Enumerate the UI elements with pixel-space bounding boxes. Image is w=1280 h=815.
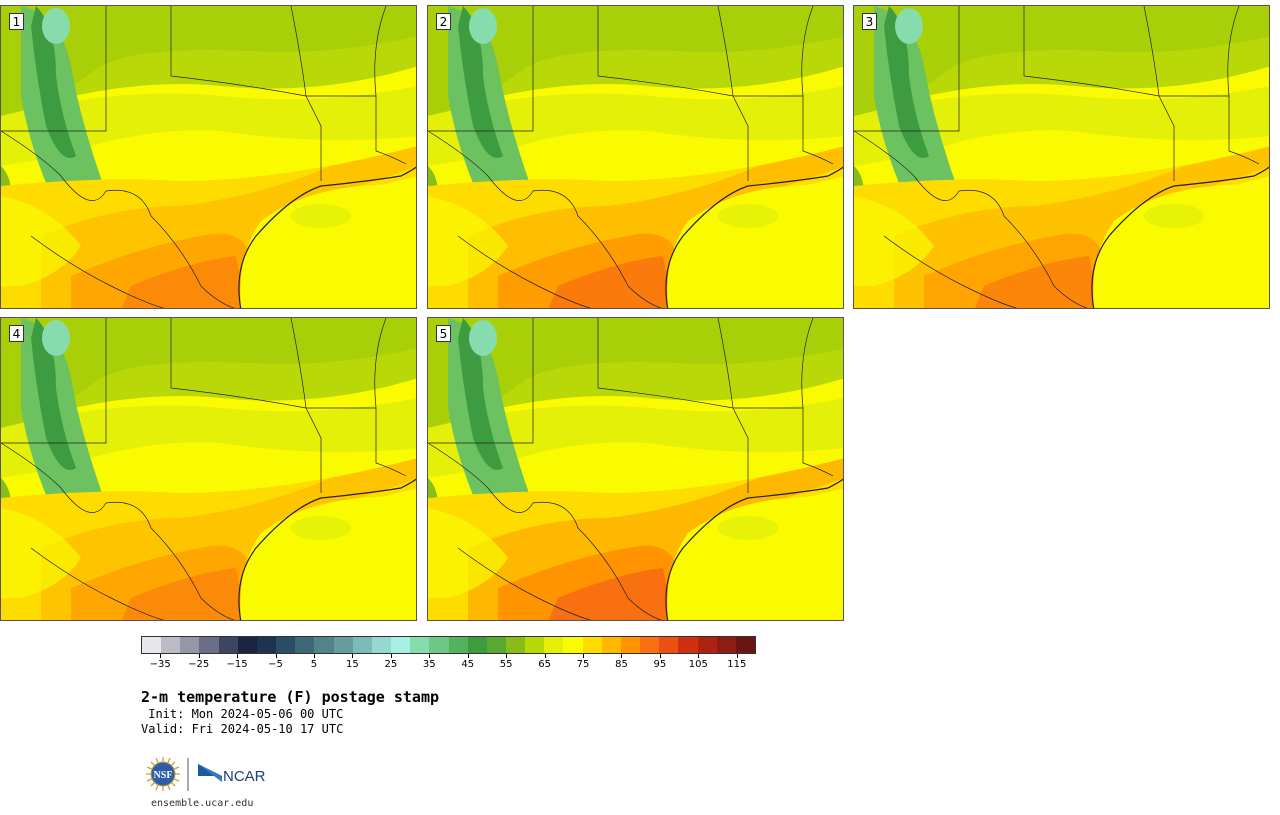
map-panel-1: 1 xyxy=(0,5,417,309)
colorbar-swatch xyxy=(237,637,257,653)
colorbar-tick-label: 85 xyxy=(615,659,628,670)
colorbar-tick xyxy=(198,654,200,658)
colorbar-tick xyxy=(736,654,738,658)
colorbar-tick xyxy=(659,654,661,658)
map-panel-3: 3 xyxy=(853,5,1270,309)
colorbar-tick-label: 105 xyxy=(688,659,708,670)
map-panel-5: 5 xyxy=(427,317,844,621)
chart-title: 2-m temperature (F) postage stamp xyxy=(141,688,440,706)
colorbar-swatch xyxy=(352,637,372,653)
colorbar-swatch xyxy=(486,637,506,653)
colorbar-swatch xyxy=(295,637,315,653)
colorbar-tick-label: 75 xyxy=(576,659,590,670)
colorbar-swatch xyxy=(218,637,238,653)
colorbar-swatch xyxy=(697,637,717,653)
colorbar-swatch xyxy=(429,637,449,653)
member-number: 1 xyxy=(9,13,24,30)
temperature-map xyxy=(428,318,843,620)
colorbar-tick xyxy=(698,654,700,658)
colorbar-swatch xyxy=(371,637,392,653)
website-url: ensemble.ucar.edu xyxy=(151,798,254,809)
colorbar-swatch xyxy=(716,637,736,653)
colorbar-swatch xyxy=(601,637,621,653)
member-number: 2 xyxy=(436,13,451,30)
colorbar-swatch xyxy=(620,637,641,653)
member-number: 5 xyxy=(436,325,451,342)
colorbar-tick-label: 115 xyxy=(727,659,747,670)
colorbar-tick xyxy=(352,654,354,658)
colorbar-swatch xyxy=(735,637,755,653)
colorbar-tick xyxy=(390,654,392,658)
colorbar-tick-label: −25 xyxy=(188,659,210,670)
colorbar-tick-label: 95 xyxy=(653,659,667,670)
colorbar-swatch xyxy=(256,637,277,653)
colorbar-tick xyxy=(583,654,585,658)
colorbar-tick-label: 5 xyxy=(310,659,318,670)
colorbar-swatch xyxy=(314,637,334,653)
member-number: 4 xyxy=(9,325,24,342)
colorbar-swatch xyxy=(161,637,181,653)
ncar-logo: NCAR xyxy=(198,764,266,785)
temperature-map xyxy=(1,318,416,620)
colorbar-tick xyxy=(467,654,469,658)
map-panel-4: 4 xyxy=(0,317,417,621)
colorbar-tick-label: 15 xyxy=(346,659,359,670)
colorbar-tick-label: −15 xyxy=(226,659,248,670)
colorbar-tick-label: 65 xyxy=(538,659,551,670)
colorbar-swatch xyxy=(544,637,564,653)
colorbar-swatch xyxy=(180,637,200,653)
colorbar-ticks: −35 −25 −15 −5 5 15 25 35 45 55 65 75 85 95 105 115 xyxy=(141,654,756,674)
colorbar-swatch xyxy=(678,637,698,653)
colorbar-swatch xyxy=(199,637,219,653)
logos: NSF NCAR xyxy=(145,756,275,796)
member-number: 3 xyxy=(862,13,877,30)
valid-time: Valid: Fri 2024-05-10 17 UTC xyxy=(141,722,344,736)
colorbar-tick xyxy=(429,654,431,658)
colorbar-swatch xyxy=(563,637,583,653)
colorbar-swatch xyxy=(525,637,545,653)
colorbar-swatch xyxy=(448,637,468,653)
colorbar-tick xyxy=(313,654,315,658)
colorbar-swatch xyxy=(582,637,602,653)
colorbar-tick-label: −35 xyxy=(149,659,171,670)
colorbar-swatch xyxy=(659,637,679,653)
temperature-map xyxy=(1,6,416,308)
temperature-map xyxy=(428,6,843,308)
colorbar-swatch xyxy=(505,637,526,653)
init-time: Init: Mon 2024-05-06 00 UTC xyxy=(141,707,344,721)
colorbar-swatch xyxy=(391,637,411,653)
colorbar-tick-label: 45 xyxy=(461,659,475,670)
colorbar-swatch xyxy=(467,637,487,653)
colorbar-tick xyxy=(160,654,162,658)
colorbar xyxy=(141,636,756,654)
svg-text:NSF: NSF xyxy=(154,770,173,781)
colorbar-swatch xyxy=(333,637,353,653)
colorbar-tick xyxy=(506,654,508,658)
svg-text:NCAR: NCAR xyxy=(223,768,266,785)
colorbar-swatch xyxy=(142,637,162,653)
temperature-map xyxy=(854,6,1269,308)
colorbar-swatch xyxy=(276,637,296,653)
colorbar-swatch xyxy=(410,637,430,653)
colorbar-tick xyxy=(621,654,623,658)
colorbar-swatch xyxy=(640,637,660,653)
colorbar-tick-label: −5 xyxy=(268,659,283,670)
colorbar-tick xyxy=(237,654,239,658)
colorbar-tick-label: 25 xyxy=(384,659,398,670)
nsf-logo: NSF xyxy=(146,757,180,791)
colorbar-tick-label: 35 xyxy=(422,659,436,670)
colorbar-tick xyxy=(275,654,277,658)
colorbar-tick xyxy=(544,654,546,658)
map-panel-2: 2 xyxy=(427,5,844,309)
colorbar-tick-label: 55 xyxy=(499,659,513,670)
